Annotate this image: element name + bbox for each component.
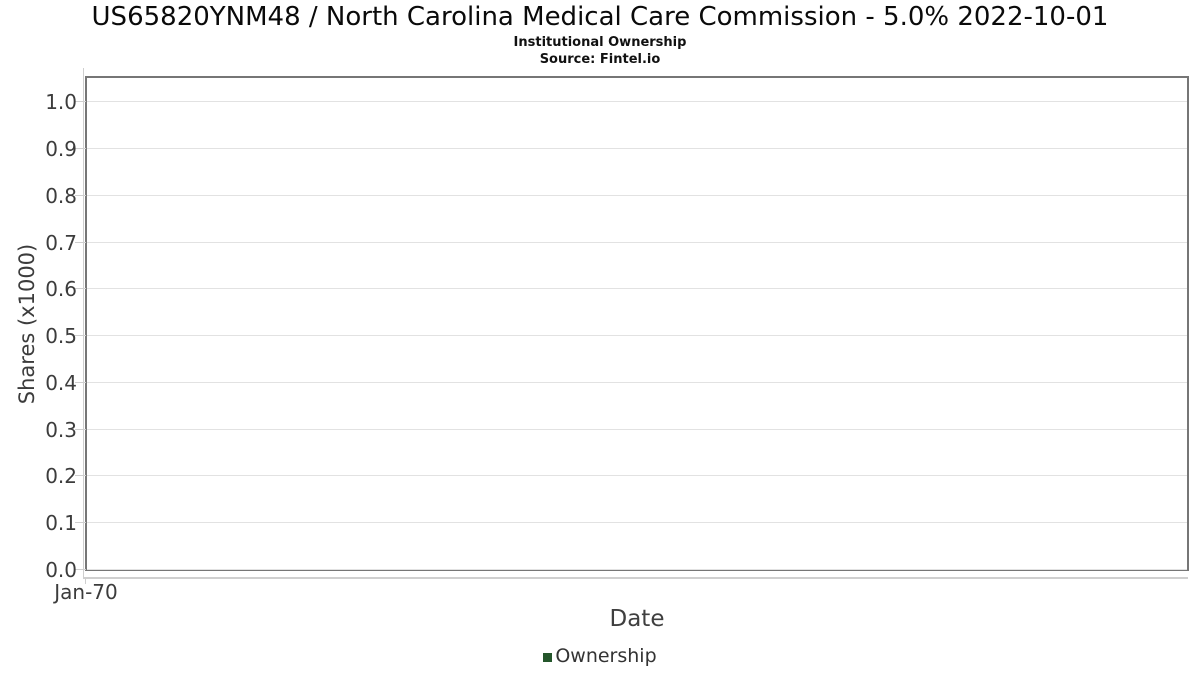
plot-area: [85, 76, 1189, 571]
y-axis-tick-label-0.5: 0.5: [45, 324, 77, 348]
y-axis-tick-label-0.1: 0.1: [45, 511, 77, 535]
y-axis-tick-mark-0.6: [75, 288, 86, 289]
gridline-y-0.0: [87, 569, 1187, 570]
gridline-y-0.9: [87, 148, 1187, 149]
y-axis-tick-label-0.7: 0.7: [45, 231, 77, 255]
y-axis-tick-mark-0.4: [75, 382, 86, 383]
y-axis-tick-mark-0.9: [75, 148, 86, 149]
gridline-y-0.3: [87, 429, 1187, 430]
gridline-y-0.4: [87, 382, 1187, 383]
gridline-y-0.5: [87, 335, 1187, 336]
gridline-y-1.0: [87, 101, 1187, 102]
legend-label-ownership: Ownership: [555, 645, 657, 667]
chart-title: US65820YNM48 / North Carolina Medical Ca…: [91, 2, 1109, 32]
chart-source-label: Source: Fintel.io: [539, 52, 661, 67]
y-axis-tick-label-0.6: 0.6: [45, 277, 77, 301]
y-axis-tick-mark-0.8: [75, 195, 86, 196]
y-axis-tick-mark-0.1: [75, 522, 86, 523]
y-axis-tick-label-0.3: 0.3: [45, 418, 77, 442]
x-axis-line: [83, 577, 1188, 579]
gridline-y-0.8: [87, 195, 1187, 196]
y-axis-tick-label-0.2: 0.2: [45, 464, 77, 488]
y-axis-title: Shares (x1000): [15, 243, 39, 405]
gridline-y-0.7: [87, 242, 1187, 243]
y-axis-tick-label-0.8: 0.8: [45, 184, 77, 208]
y-axis-tick-mark-1.0: [75, 101, 86, 102]
chart-subtitle: Institutional Ownership: [513, 35, 687, 50]
y-axis-tick-label-1.0: 1.0: [45, 90, 77, 114]
y-axis-tick-label-0.9: 0.9: [45, 137, 77, 161]
y-axis-tick-label-0.4: 0.4: [45, 371, 77, 395]
x-axis-tick-mark: [85, 579, 86, 584]
gridline-y-0.1: [87, 522, 1187, 523]
y-axis-tick-mark-0.2: [75, 475, 86, 476]
y-axis-tick-mark-0.7: [75, 242, 86, 243]
y-axis-tick-mark-0.0: [75, 569, 86, 570]
legend-marker-ownership: [543, 652, 553, 662]
x-axis-tick-label: Jan-70: [54, 580, 118, 604]
y-axis-tick-label-0.0: 0.0: [45, 558, 77, 582]
y-axis-tick-mark-0.3: [75, 429, 86, 430]
y-axis-line: [83, 68, 84, 578]
gridline-y-0.2: [87, 475, 1187, 476]
legend: Ownership: [0, 645, 1200, 668]
y-axis-tick-mark-0.5: [75, 335, 86, 336]
x-axis-title: Date: [609, 606, 665, 632]
gridline-y-0.6: [87, 288, 1187, 289]
